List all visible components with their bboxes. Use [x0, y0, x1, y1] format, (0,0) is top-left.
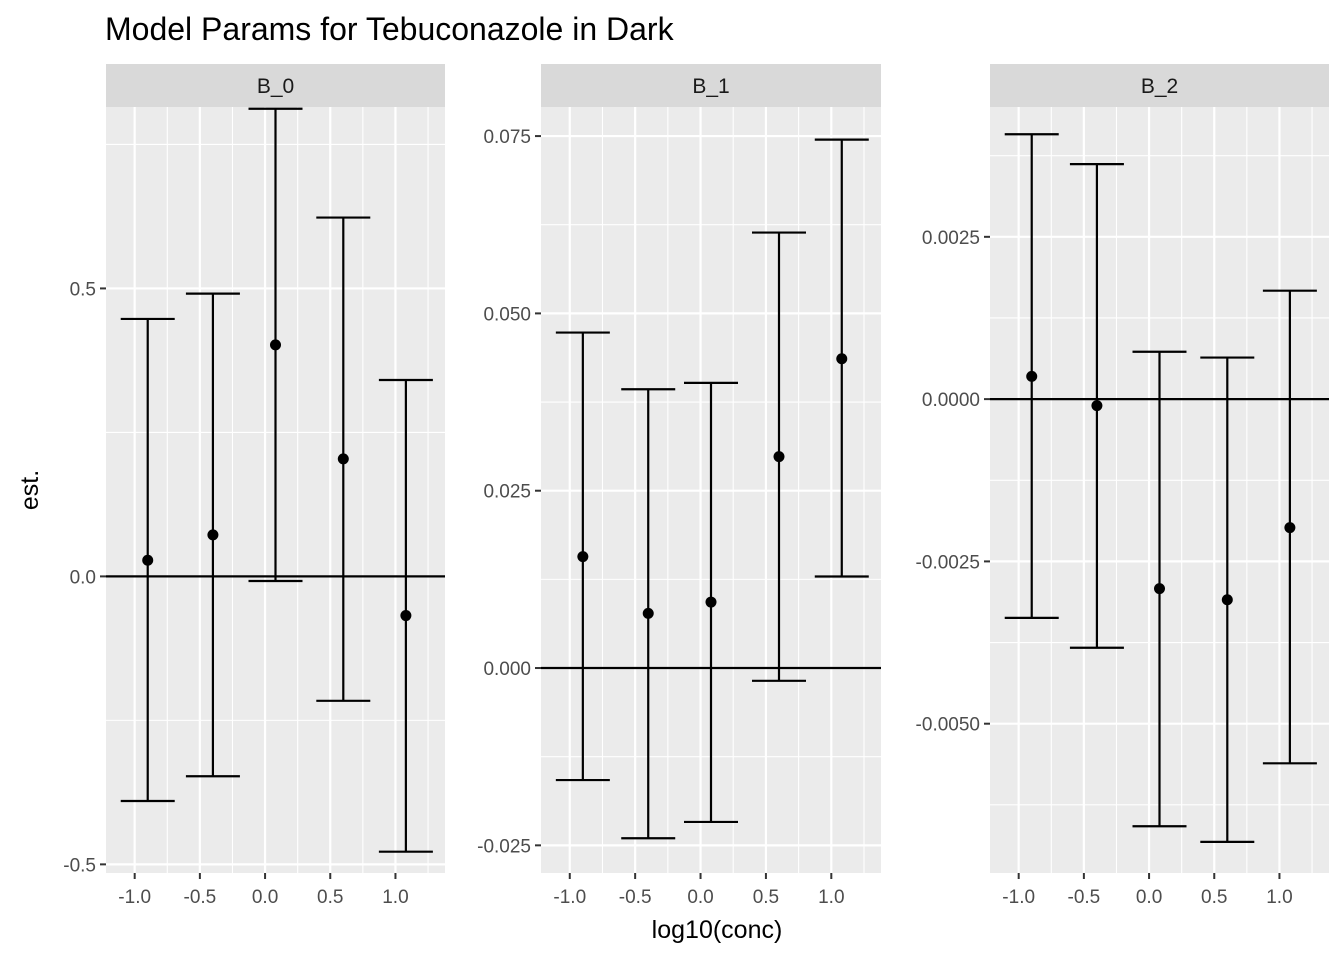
y-tick-label: 0.075: [483, 127, 531, 148]
x-tick-label: -1.0: [553, 887, 586, 908]
y-tick-label: 0.5: [70, 279, 96, 300]
y-tick-label: -0.5: [63, 855, 96, 876]
error-bar: [1262, 289, 1317, 765]
facet-panels: B_0 -1.0 -0.5 0.0 0.5 1.0 0.5 0.0 -0.5 B_1 -1.0 -0.…: [63, 64, 1329, 908]
y-tick-label: -0.0025: [916, 552, 980, 573]
facet-strip-label: B_2: [1141, 75, 1178, 98]
x-axis-title: log10(conc): [652, 916, 783, 944]
estimate-point: [142, 554, 154, 566]
x-tick-label: 1.0: [382, 887, 408, 908]
estimate-point: [1154, 583, 1165, 595]
y-axis-title: est.: [16, 470, 44, 510]
estimate-point: [400, 610, 412, 622]
error-bar: [1069, 163, 1124, 649]
x-tick-label: 1.0: [1266, 887, 1292, 908]
x-tick-label: -0.5: [619, 887, 652, 908]
estimate-point: [1026, 370, 1038, 382]
estimate-point: [642, 607, 654, 619]
estimate-point: [1091, 400, 1103, 412]
error-bar: [1004, 133, 1059, 619]
error-bar: [1200, 356, 1255, 843]
error-bar: [248, 107, 303, 583]
x-tick-label: 1.0: [818, 887, 844, 908]
y-tick-label: -0.025: [477, 836, 531, 857]
error-bar: [684, 381, 738, 824]
error-bar: [555, 331, 610, 782]
x-tick-label: 0.0: [252, 887, 278, 908]
x-tick-label: 0.5: [317, 887, 343, 908]
estimate-point: [1284, 522, 1296, 534]
facet-strip-label: B_1: [692, 75, 729, 98]
y-tick-label: 0.0025: [922, 228, 980, 249]
estimate-point: [773, 451, 785, 463]
x-tick-label: -0.5: [184, 887, 217, 908]
error-bar: [120, 317, 175, 803]
facet-strip-label: B_0: [257, 75, 294, 98]
estimate-point: [836, 353, 848, 365]
error-bar: [814, 138, 869, 578]
x-tick-label: 0.5: [753, 887, 779, 908]
y-tick-label: 0.025: [483, 482, 531, 503]
x-tick-label: 0.5: [1201, 887, 1227, 908]
facet-strip: [990, 64, 1329, 107]
estimate-point: [207, 529, 219, 541]
error-bar: [378, 378, 433, 853]
y-tick-label: -0.0050: [916, 715, 980, 736]
facet-panel-b-0: B_0 -1.0 -0.5 0.0 0.5 1.0 0.5 0.0 -0.5: [63, 64, 445, 908]
x-tick-label: 0.0: [1136, 887, 1162, 908]
estimate-point: [705, 596, 717, 608]
y-tick-label: 0.0000: [922, 390, 980, 411]
error-bar: [752, 231, 806, 682]
x-tick-label: 0.0: [687, 887, 713, 908]
facet-panel-b-2: B_2 -1.0 -0.5 0.0 0.5 1.0 0.0025 0.0000 -0.0025 -…: [916, 64, 1329, 908]
estimate-point: [1221, 594, 1233, 606]
error-bar: [185, 292, 240, 778]
error-bar: [316, 216, 371, 702]
x-tick-label: -1.0: [1002, 887, 1035, 908]
estimate-point: [337, 453, 349, 465]
facet-strip: [106, 64, 445, 107]
y-tick-label: 0.050: [483, 304, 531, 325]
chart-title: Model Params for Tebuconazole in Dark: [105, 11, 675, 47]
y-tick-label: 0.000: [483, 659, 531, 680]
estimate-point: [270, 339, 281, 351]
facet-strip: [541, 64, 881, 107]
x-tick-label: -0.5: [1068, 887, 1101, 908]
estimate-point: [577, 551, 589, 563]
y-tick-label: 0.0: [70, 567, 96, 588]
facet-panel-b-1: B_1 -1.0 -0.5 0.0 0.5 1.0 0.075 0.050 0.025 0.000…: [477, 64, 881, 908]
x-tick-label: -1.0: [118, 887, 151, 908]
error-bar: [1132, 350, 1187, 828]
error-bar: [621, 388, 676, 840]
